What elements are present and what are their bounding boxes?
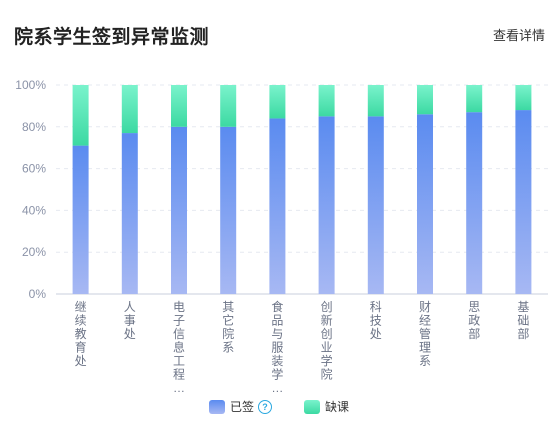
bar-absent[interactable]: [72, 85, 89, 146]
bar-absent[interactable]: [367, 85, 384, 117]
legend-swatch-absent: [304, 399, 320, 414]
x-tick-label: 基础部: [517, 300, 529, 341]
bar-absent[interactable]: [466, 85, 483, 113]
bar-signed[interactable]: [367, 116, 384, 294]
x-tick-label: 创新创业学院: [321, 300, 333, 382]
y-tick-label: 80%: [22, 120, 46, 134]
y-tick-label: 20%: [22, 245, 46, 259]
bar-signed[interactable]: [269, 118, 286, 294]
x-tick-label: 财经管理系: [419, 300, 431, 368]
legend-item-signed[interactable]: 已签 ?: [209, 398, 273, 415]
y-tick-label: 40%: [22, 203, 46, 217]
bar-signed[interactable]: [72, 145, 89, 294]
page-title: 院系学生签到异常监测: [14, 27, 210, 48]
bar-signed[interactable]: [466, 112, 483, 294]
x-tick-label: 继续教育处: [75, 300, 87, 368]
bar-absent[interactable]: [417, 85, 433, 115]
bar-signed[interactable]: [220, 126, 237, 294]
bar-absent[interactable]: [220, 85, 237, 127]
bar-absent[interactable]: [318, 85, 335, 117]
bar-signed[interactable]: [318, 116, 335, 294]
chart-header: 院系学生签到异常监测 查看详情: [0, 0, 560, 66]
y-axis-ticks: 0% 20% 40% 60% 80% 100%: [15, 78, 46, 301]
legend-label-signed: 已签: [230, 400, 255, 414]
y-tick-label: 0%: [29, 287, 47, 301]
y-tick-label: 100%: [15, 78, 46, 92]
legend-label-absent: 缺课: [325, 400, 350, 414]
x-tick-label: 电子信息工程…: [173, 300, 185, 395]
bar-absent[interactable]: [269, 85, 286, 119]
y-tick-label: 60%: [22, 162, 46, 176]
view-details-link[interactable]: 查看详情: [492, 28, 545, 43]
bar-signed[interactable]: [171, 126, 187, 294]
stacked-bar-chart: 0% 20% 40% 60% 80% 100% 继续教育处 人事处 电子信息工程… 其它院系 食品…: [15, 78, 548, 395]
x-tick-label: 科技处: [370, 300, 382, 341]
help-icon[interactable]: ?: [258, 399, 273, 414]
x-tick-label: 其它院系: [222, 300, 234, 355]
bars: [72, 85, 532, 294]
x-axis-ticks: 继续教育处 人事处 电子信息工程… 其它院系 食品与服装学… 创新创业学院 科技处 财经管理系…: [75, 299, 530, 395]
bar-absent[interactable]: [171, 85, 187, 127]
bar-absent[interactable]: [515, 85, 532, 111]
bar-signed[interactable]: [121, 133, 138, 294]
bar-absent[interactable]: [121, 85, 138, 134]
bar-signed[interactable]: [417, 114, 433, 294]
chart-legend: 已签 ? 缺课: [0, 398, 560, 418]
legend-swatch-signed: [209, 399, 225, 414]
x-tick-label: 食品与服装学…: [271, 299, 283, 395]
x-tick-label: 人事处: [124, 300, 136, 341]
grid-lines: [56, 84, 548, 295]
x-tick-label: 思政部: [468, 300, 480, 341]
bar-signed[interactable]: [515, 110, 532, 294]
legend-item-absent[interactable]: 缺课: [304, 398, 349, 415]
